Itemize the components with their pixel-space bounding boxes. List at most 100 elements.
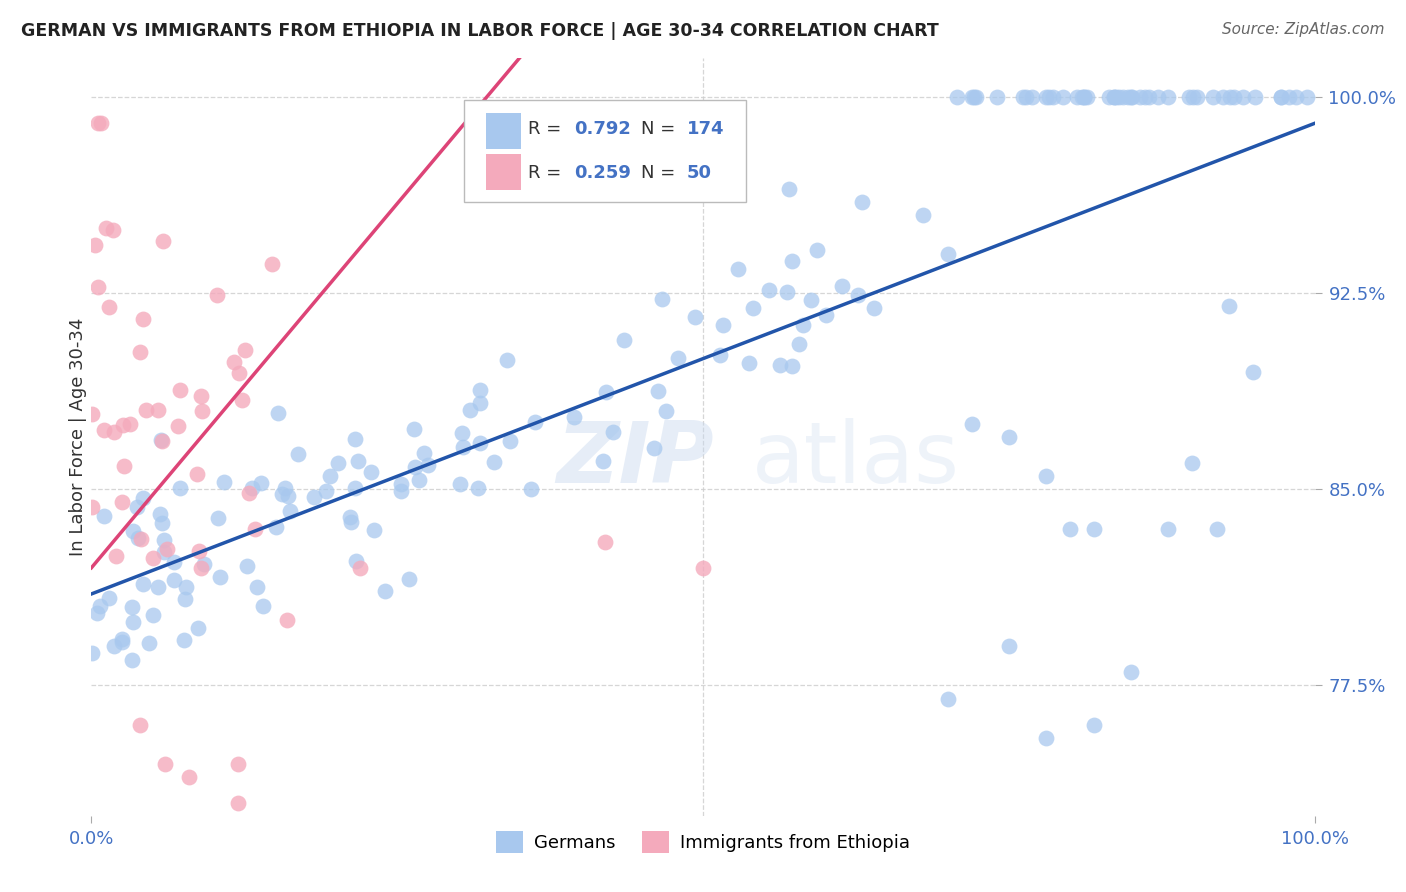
Point (1083, 717, 1105, 731)
Point (150, 516, 173, 531)
Point (344, 554, 367, 568)
Point (1223, 90, 1246, 104)
Point (851, 194, 873, 209)
Point (193, 557, 215, 571)
Point (190, 389, 212, 403)
Point (246, 580, 269, 594)
Text: 174: 174 (688, 120, 724, 138)
Point (118, 417, 141, 431)
Point (103, 425, 125, 439)
Point (782, 359, 804, 374)
Point (111, 495, 134, 509)
Point (240, 481, 263, 495)
Y-axis label: In Labor Force | Age 30-34: In Labor Force | Age 30-34 (69, 318, 87, 557)
Point (1219, 90, 1241, 104)
Point (1112, 90, 1135, 104)
Point (1121, 665, 1143, 680)
Point (208, 570, 231, 584)
Point (287, 447, 309, 461)
Point (153, 545, 176, 559)
Point (80, 408, 103, 422)
Point (1073, 90, 1095, 104)
Point (758, 283, 780, 297)
Point (235, 343, 257, 357)
Point (613, 333, 636, 347)
Point (187, 621, 209, 635)
Point (1073, 90, 1095, 104)
Point (1285, 90, 1308, 104)
Point (778, 182, 800, 196)
Point (132, 311, 155, 326)
Point (110, 634, 132, 648)
Point (1182, 90, 1205, 104)
Text: ZIP: ZIP (557, 418, 714, 501)
Point (389, 476, 412, 491)
Point (1042, 90, 1064, 104)
Point (482, 455, 505, 469)
Point (262, 257, 284, 271)
Point (129, 717, 152, 731)
Point (228, 366, 250, 380)
Point (863, 301, 886, 315)
Point (668, 351, 690, 365)
Point (1202, 90, 1225, 104)
Point (94, 221, 117, 235)
Point (149, 433, 172, 447)
Point (1243, 365, 1265, 379)
Point (408, 473, 430, 487)
Point (711, 318, 734, 332)
Point (1011, 90, 1033, 104)
Point (264, 520, 287, 534)
Point (131, 532, 153, 546)
Point (1102, 90, 1125, 104)
Point (468, 383, 491, 397)
Point (148, 580, 170, 594)
Point (267, 406, 290, 420)
Point (347, 454, 370, 468)
Point (998, 430, 1021, 444)
Point (1137, 90, 1160, 104)
Point (592, 454, 614, 468)
Point (655, 404, 678, 418)
Point (343, 481, 366, 495)
Point (389, 484, 412, 499)
Point (163, 573, 186, 587)
Point (831, 278, 853, 293)
Point (960, 90, 983, 104)
Point (112, 458, 135, 473)
Point (278, 504, 301, 518)
Point (121, 524, 143, 539)
Point (468, 436, 491, 450)
Point (90, 116, 112, 130)
Point (451, 440, 474, 454)
Point (271, 487, 294, 501)
Point (302, 490, 325, 504)
Point (742, 301, 765, 315)
Point (84, 237, 107, 252)
Point (467, 481, 489, 495)
Point (647, 384, 669, 399)
Point (138, 636, 160, 650)
Point (1015, 90, 1038, 104)
Point (110, 632, 132, 647)
Text: N =: N = (641, 163, 681, 182)
Point (643, 441, 665, 455)
Point (413, 446, 436, 460)
Point (1295, 90, 1317, 104)
Point (1178, 90, 1201, 104)
Point (1185, 90, 1208, 104)
Point (340, 515, 363, 529)
Point (1076, 90, 1098, 104)
Point (1059, 522, 1081, 536)
Point (651, 292, 673, 306)
Text: Source: ZipAtlas.com: Source: ZipAtlas.com (1222, 22, 1385, 37)
Point (1278, 90, 1301, 104)
Point (792, 318, 814, 333)
Point (121, 653, 143, 667)
Point (89, 599, 111, 613)
Point (349, 561, 371, 575)
Point (986, 90, 1008, 104)
Point (1218, 299, 1240, 313)
Point (1052, 90, 1074, 104)
Point (150, 434, 173, 448)
